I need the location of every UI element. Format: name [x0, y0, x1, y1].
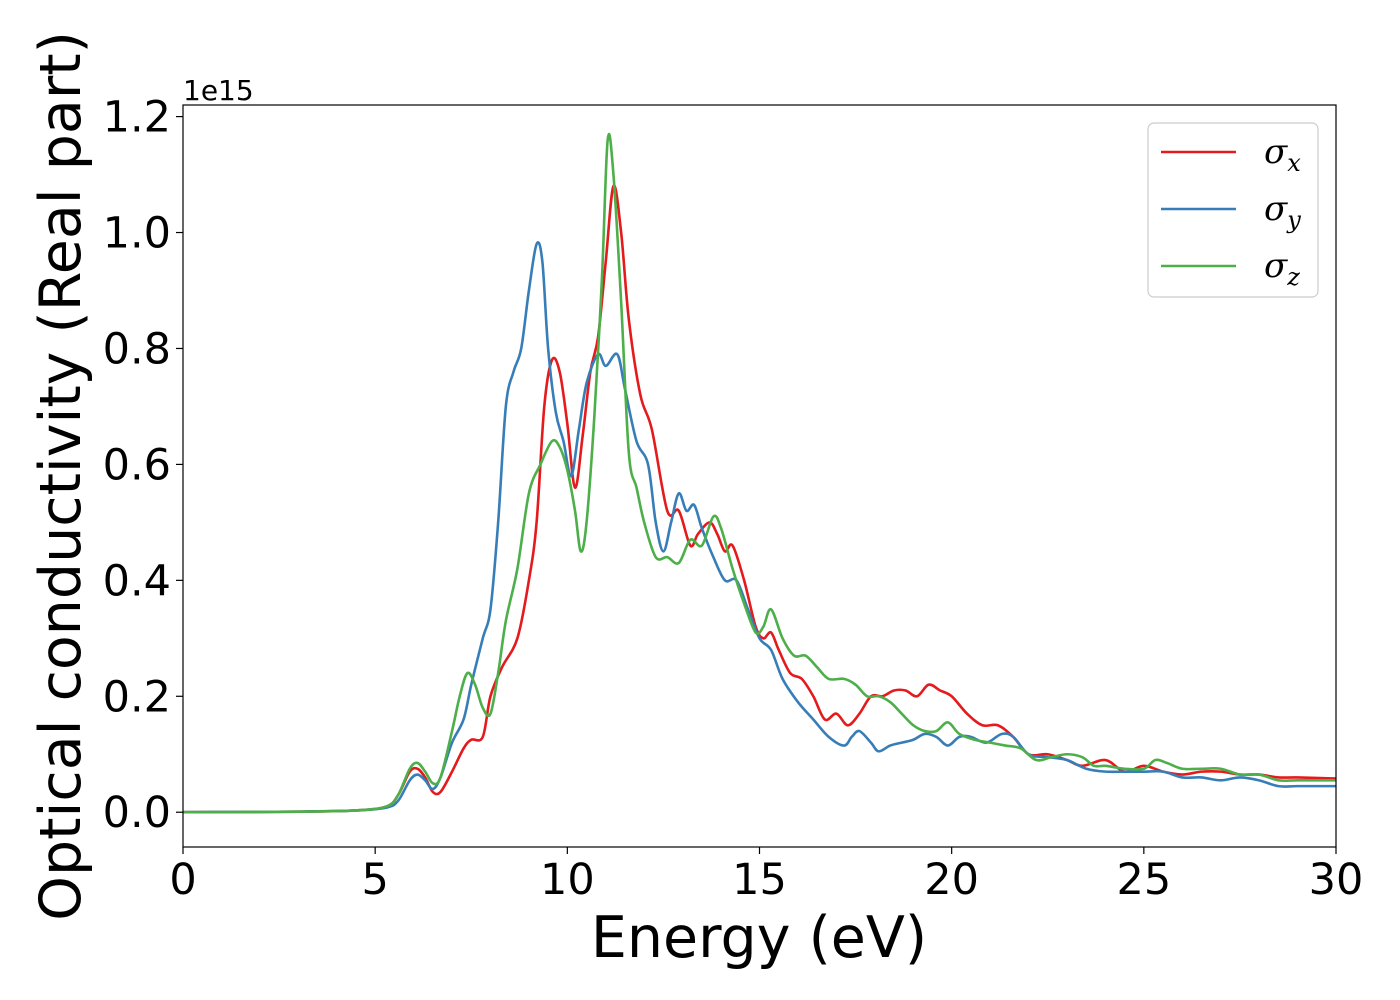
legend-label-sigma-y: σy: [1264, 189, 1301, 234]
x-tick-label: 0: [169, 855, 196, 905]
x-tick-label: 25: [1116, 855, 1171, 905]
legend-label-sigma-x: σx: [1264, 132, 1301, 177]
y-axis-label: Optical conductivity (Real part): [28, 31, 94, 921]
y-tick-label: 0.8: [103, 324, 171, 374]
y-tick-label: 1.0: [103, 209, 171, 259]
y-axis: 0.0 0.2 0.4 0.6 0.8 1.0 1.2: [103, 93, 183, 838]
legend-subscript: x: [1287, 149, 1301, 177]
legend-symbol: σ: [1264, 246, 1288, 286]
legend-label-sigma-z: σz: [1264, 246, 1300, 291]
x-axis: 0 5 10 15 20 25 30: [169, 847, 1363, 905]
x-axis-label: Energy (eV): [591, 905, 927, 971]
legend-subscript: y: [1286, 206, 1301, 234]
y-tick-label: 0.2: [103, 672, 171, 722]
series-layer: [183, 132, 1336, 814]
y-tick-label: 0.0: [103, 788, 171, 838]
y-offset-label: 1e15: [183, 74, 254, 107]
x-tick-label: 20: [924, 855, 979, 905]
legend-symbol: σ: [1264, 132, 1288, 172]
x-tick-label: 30: [1309, 855, 1364, 905]
x-tick-label: 15: [732, 855, 787, 905]
legend-symbol: σ: [1264, 189, 1288, 229]
y-tick-label: 0.6: [103, 440, 171, 490]
legend-subscript: z: [1286, 263, 1300, 291]
series-line-sigma-z: [183, 132, 1336, 814]
y-tick-label: 1.2: [103, 93, 171, 143]
x-tick-label: 10: [540, 855, 595, 905]
y-tick-label: 0.4: [103, 556, 171, 606]
x-tick-label: 5: [361, 855, 388, 905]
